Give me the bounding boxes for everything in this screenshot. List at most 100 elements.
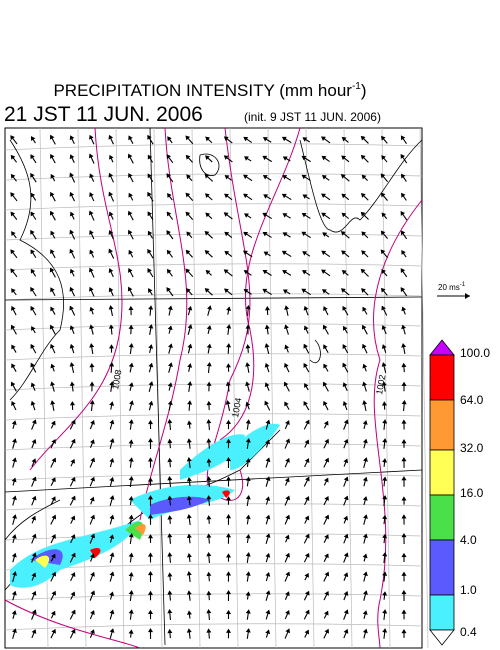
wind-arrowhead [128, 552, 134, 558]
wind-arrowhead [70, 438, 76, 444]
wind-arrowhead [265, 590, 271, 595]
wind-arrowhead [108, 287, 114, 293]
wind-arrowhead [381, 344, 387, 349]
wind-arrowhead [69, 401, 75, 406]
graticule-line [115, 127, 125, 649]
wind-arrowhead [225, 400, 231, 405]
wind-arrowhead [401, 457, 407, 462]
wind-arrowhead [245, 591, 251, 596]
wind-arrowhead [90, 571, 95, 577]
wind-arrowhead [128, 532, 134, 538]
wind-arrowhead [265, 629, 271, 635]
wind-arrowhead [11, 288, 16, 294]
wind-arrowhead [10, 249, 15, 255]
wind-arrowhead [285, 571, 291, 577]
wind-arrowhead [167, 305, 173, 311]
wind-arrowhead [281, 193, 287, 199]
wind-arrowhead [70, 591, 76, 597]
graticule-line [419, 127, 429, 649]
wind-arrowhead [301, 231, 307, 237]
wind-arrowhead [264, 343, 270, 348]
wind-arrowhead [243, 174, 248, 180]
wind-arrowhead [147, 477, 154, 482]
wind-arrowhead [341, 212, 347, 218]
wind-arrowhead [282, 213, 288, 218]
wind-arrowhead [147, 191, 152, 197]
wind-arrowhead [324, 571, 330, 577]
wind-arrowhead [381, 155, 386, 160]
wind-arrowhead [262, 288, 268, 294]
wind-arrowhead [11, 401, 16, 406]
wind-arrowhead [49, 210, 55, 216]
colorbar [429, 339, 455, 646]
title: PRECIPITATION INTENSITY (mm hour-1) [53, 81, 366, 100]
wind-arrowhead [305, 533, 310, 539]
wind-arrowhead [342, 382, 348, 388]
wind-arrowhead [262, 269, 268, 275]
wind-arrowhead [10, 324, 16, 330]
wind-arrowhead [206, 343, 212, 349]
wind-arrowhead [90, 439, 95, 445]
wind-arrowhead [265, 552, 271, 558]
wind-arrowhead [89, 173, 94, 179]
wind-arrowhead [263, 251, 269, 256]
wind-arrowhead [400, 135, 406, 141]
wind-arrowhead [343, 325, 348, 331]
wind-arrowhead [362, 343, 367, 349]
wind-arrowhead [401, 324, 407, 330]
wind-arrowhead [301, 270, 307, 275]
wind-arrowhead [401, 514, 407, 519]
wind-arrowhead [262, 155, 268, 161]
wind-arrowhead [127, 229, 133, 235]
wind-arrowhead [223, 155, 229, 160]
wind-arrowhead [90, 420, 95, 425]
wind-arrowhead [381, 401, 387, 406]
wind-arrowhead [109, 628, 115, 633]
wind-arrowhead [109, 457, 115, 463]
wind-arrowhead [89, 496, 95, 502]
wind-arrowhead [361, 231, 367, 237]
wind-arrowhead [30, 286, 35, 292]
wind-arrowhead [109, 571, 115, 577]
wind-arrowhead [225, 476, 232, 481]
wind-arrowhead [109, 609, 115, 615]
wind-arrowhead [243, 289, 249, 294]
wind-arrowhead [206, 495, 212, 500]
wind-arrowhead [323, 306, 328, 311]
wind-arrowhead [128, 609, 134, 614]
wind-arrowhead [343, 628, 349, 634]
wind-arrowhead [401, 609, 407, 614]
wind-arrowhead [204, 173, 210, 179]
wind-arrowhead [263, 194, 269, 199]
wind-arrowhead [70, 515, 76, 521]
wind-arrowhead [71, 419, 76, 425]
wind-arrowhead [69, 191, 75, 197]
wind-arrowhead [128, 495, 134, 501]
wind-arrowhead [12, 457, 17, 463]
wind-arrowhead [147, 230, 153, 236]
wind-arrowhead [225, 419, 232, 424]
wind-arrowhead [262, 137, 268, 142]
wind-arrowhead [70, 458, 75, 464]
map: 1008 1004 1002 [4, 127, 429, 649]
wind-arrowhead [90, 590, 96, 596]
wind-arrowhead [324, 534, 329, 540]
wind-arrowhead [167, 515, 173, 520]
wind-arrowhead [285, 628, 291, 634]
wind-arrowhead [245, 494, 251, 500]
wind-arrowhead [343, 476, 349, 482]
colorbar-label: 32.0 [460, 441, 484, 455]
wind-arrowhead [185, 135, 191, 141]
wind-arrowhead [166, 154, 172, 160]
wind-arrowhead [401, 362, 407, 368]
wind-arrowhead [302, 194, 308, 199]
wind-arrowhead [50, 191, 55, 197]
wind-arrowhead [186, 628, 192, 633]
graticule-line [267, 127, 277, 649]
wind-arrowhead [361, 324, 367, 330]
wind-arrowhead [205, 269, 211, 275]
wind-arrowhead [31, 419, 37, 425]
wind-arrowhead [362, 363, 368, 369]
wind-arrowhead [245, 552, 251, 557]
wind-arrowhead [324, 457, 330, 463]
